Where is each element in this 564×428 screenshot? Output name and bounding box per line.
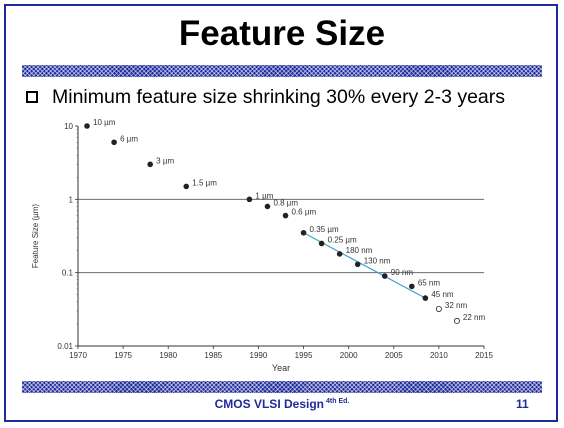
data-point — [422, 295, 429, 301]
data-point — [111, 139, 117, 146]
data-point — [264, 203, 271, 210]
x-tick-label: 1995 — [295, 351, 313, 360]
x-tick-label: 1985 — [204, 351, 222, 360]
footer-text: CMOS VLSI Design 4th Ed. — [0, 397, 564, 411]
x-tick-label: 1990 — [250, 351, 268, 360]
data-label: 10 µm — [93, 118, 116, 127]
slide-frame — [4, 4, 558, 422]
data-point — [183, 183, 190, 190]
data-label: 1.5 µm — [192, 178, 217, 187]
data-label: 3 µm — [156, 156, 174, 165]
data-point — [300, 229, 307, 236]
data-point — [84, 123, 90, 129]
data-label: 90 nm — [391, 268, 414, 277]
data-point — [381, 273, 388, 279]
data-point — [246, 196, 253, 203]
data-label: 32 nm — [445, 301, 468, 310]
data-label: 65 nm — [418, 278, 441, 287]
y-tick-label: 0.1 — [62, 269, 74, 278]
data-label: 22 nm — [463, 313, 486, 322]
x-tick-label: 2000 — [340, 351, 358, 360]
bullet-text: Minimum feature size shrinking 30% every… — [52, 85, 506, 108]
data-point — [318, 240, 325, 247]
bottom-pattern-band — [22, 381, 542, 393]
y-axis-label: Feature Size (µm) — [31, 204, 40, 269]
data-point — [336, 251, 343, 257]
data-point-projected — [435, 305, 442, 312]
x-tick-label: 2015 — [475, 351, 493, 360]
x-tick-label: 2010 — [430, 351, 448, 360]
data-point — [147, 161, 153, 168]
data-label: 0.8 µm — [273, 198, 298, 207]
bullet-row: Minimum feature size shrinking 30% every… — [26, 84, 505, 110]
data-point — [282, 212, 289, 219]
footer-edition: 4th Ed. — [326, 398, 350, 405]
data-label: 1 µm — [255, 191, 273, 200]
data-label: 0.35 µm — [310, 225, 339, 234]
data-label: 0.6 µm — [292, 208, 317, 217]
x-axis-label: Year — [272, 363, 290, 373]
footer-title: CMOS VLSI Design — [214, 397, 324, 411]
data-label: 45 nm — [431, 290, 454, 299]
slide-footer: CMOS VLSI Design 4th Ed. 11 — [0, 397, 564, 413]
square-bullet-icon — [26, 91, 38, 103]
top-pattern-band — [22, 65, 542, 77]
data-point — [409, 283, 415, 290]
y-tick-label: 10 — [64, 122, 73, 131]
x-tick-label: 2005 — [385, 351, 403, 360]
x-tick-label: 1975 — [114, 351, 132, 360]
data-label: 180 nm — [346, 246, 373, 255]
data-label: 130 nm — [364, 256, 391, 265]
data-point-projected — [453, 317, 460, 324]
data-point — [354, 261, 361, 268]
data-label: 6 µm — [120, 134, 138, 143]
y-tick-label: 0.01 — [57, 342, 73, 351]
slide-title: Feature Size — [178, 14, 386, 53]
y-tick-label: 1 — [69, 195, 74, 204]
data-label: 0.25 µm — [328, 235, 357, 244]
page-number: 11 — [516, 397, 529, 411]
x-tick-label: 1980 — [159, 351, 177, 360]
x-tick-label: 1970 — [69, 351, 87, 360]
